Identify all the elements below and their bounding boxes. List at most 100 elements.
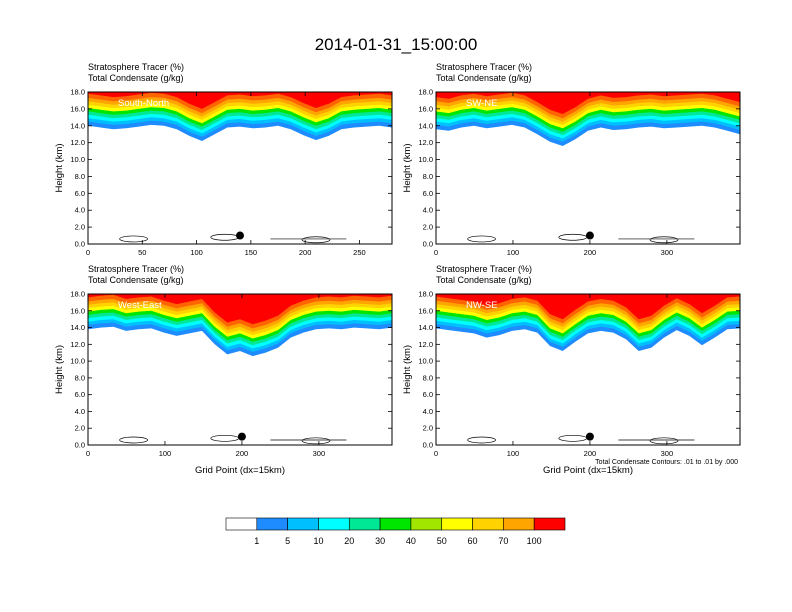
y-tick-label: 6.0 (75, 390, 85, 399)
x-tick-label: 200 (299, 248, 312, 257)
y-tick-label: 4.0 (423, 407, 433, 416)
panel-header-line: Total Condensate (g/kg) (88, 275, 184, 285)
x-tick-label: 200 (584, 449, 597, 458)
y-tick-label: 2.0 (423, 223, 433, 232)
y-tick-label: 2.0 (423, 424, 433, 433)
colorbar-label: 60 (468, 536, 478, 546)
y-tick-label: 0.0 (75, 441, 85, 450)
colorbar-label: 40 (406, 536, 416, 546)
plot-frame (435, 91, 741, 245)
y-tick-label: 16.0 (418, 104, 433, 113)
panel-header-line: Stratosphere Tracer (%) (436, 62, 532, 72)
panel-header-line: Total Condensate (g/kg) (88, 73, 184, 83)
colorbar-box (533, 517, 566, 531)
x-tick-label: 200 (236, 449, 249, 458)
x-axis-label: Grid Point (dx=15km) (195, 465, 285, 476)
x-axis-label: Grid Point (dx=15km) (543, 465, 633, 476)
y-tick-label: 16.0 (70, 306, 85, 315)
y-tick-label: 16.0 (418, 306, 433, 315)
x-tick-label: 100 (190, 248, 203, 257)
y-tick-label: 18.0 (418, 88, 433, 97)
panel-header-line: Total Condensate (g/kg) (436, 73, 532, 83)
y-tick-label: 14.0 (418, 323, 433, 332)
location-marker (585, 231, 594, 240)
colorbar-label: 1 (254, 536, 259, 546)
colorbar-box (318, 517, 350, 531)
colorbar-label: 100 (527, 536, 542, 546)
y-tick-label: 14.0 (70, 323, 85, 332)
condensate-contour (301, 437, 331, 445)
y-tick-label: 10.0 (418, 155, 433, 164)
y-tick-label: 8.0 (423, 373, 433, 382)
y-tick-label: 16.0 (70, 104, 85, 113)
y-tick-label: 2.0 (75, 424, 85, 433)
x-tick-label: 300 (661, 449, 674, 458)
y-tick-label: 4.0 (423, 206, 433, 215)
y-tick-label: 8.0 (423, 172, 433, 181)
panel-south-north: Stratosphere Tracer (%)Total Condensate … (54, 62, 393, 257)
location-marker (585, 432, 594, 441)
x-tick-label: 100 (507, 248, 520, 257)
colorbar-box (503, 517, 535, 531)
y-tick-label: 4.0 (75, 407, 85, 416)
tracer-band (88, 294, 392, 325)
colorbar-box (410, 517, 443, 531)
contour-note: Total Condensate Contours: .01 to .01 by… (595, 459, 738, 466)
section-label: West-East (118, 300, 162, 311)
colorbar-label: 10 (313, 536, 323, 546)
location-marker (237, 432, 246, 441)
y-tick-label: 10.0 (418, 357, 433, 366)
y-tick-label: 12.0 (418, 340, 433, 349)
y-tick-label: 4.0 (75, 206, 85, 215)
panel-header-line: Stratosphere Tracer (%) (88, 264, 184, 274)
y-tick-label: 12.0 (70, 340, 85, 349)
panel-sw-ne: Stratosphere Tracer (%)Total Condensate … (402, 62, 741, 257)
condensate-contour (119, 235, 148, 243)
panel-nw-se: Stratosphere Tracer (%)Total Condensate … (402, 264, 741, 476)
colorbar-label: 20 (344, 536, 354, 546)
condensate-contour (467, 436, 496, 444)
x-tick-label: 0 (86, 449, 90, 458)
colorbar-box (379, 517, 412, 531)
colorbar-box (287, 517, 319, 531)
location-marker (236, 231, 244, 240)
x-tick-label: 300 (313, 449, 326, 458)
y-tick-label: 18.0 (70, 88, 85, 97)
colorbar-label: 50 (437, 536, 447, 546)
y-tick-label: 6.0 (423, 390, 433, 399)
section-label: SW-NE (466, 98, 498, 109)
panel-west-east: Stratosphere Tracer (%)Total Condensate … (54, 264, 393, 476)
plot-frame (87, 91, 393, 245)
panel-header-line: Total Condensate (g/kg) (436, 275, 532, 285)
condensate-contour (467, 235, 496, 243)
y-tick-label: 12.0 (418, 138, 433, 147)
section-label: NW-SE (466, 300, 498, 311)
colorbar-box (256, 517, 288, 531)
y-tick-label: 0.0 (423, 441, 433, 450)
x-tick-label: 50 (138, 248, 146, 257)
y-tick-label: 2.0 (75, 223, 85, 232)
colorbar-box (472, 517, 504, 531)
x-tick-label: 150 (245, 248, 258, 257)
y-axis-label: Height (km) (402, 345, 413, 394)
y-tick-label: 14.0 (418, 121, 433, 130)
section-label: South-North (118, 98, 169, 109)
x-tick-label: 0 (86, 248, 90, 257)
colorbar: 1 5 10 20 30 40 50 60 70 100 (225, 517, 566, 546)
y-tick-label: 6.0 (423, 189, 433, 198)
panel-header-line: Stratosphere Tracer (%) (88, 62, 184, 72)
colorbar-label: 5 (285, 536, 290, 546)
y-tick-label: 10.0 (70, 155, 85, 164)
condensate-contour (301, 236, 331, 244)
x-tick-label: 100 (507, 449, 520, 458)
x-tick-label: 300 (661, 248, 674, 257)
x-tick-label: 0 (434, 248, 438, 257)
y-tick-label: 10.0 (70, 357, 85, 366)
colorbar-box (441, 517, 473, 531)
y-tick-label: 14.0 (70, 121, 85, 130)
colorbar-label: 30 (375, 536, 385, 546)
y-tick-label: 12.0 (70, 138, 85, 147)
colorbar-box (348, 517, 381, 531)
condensate-contour (649, 236, 679, 244)
